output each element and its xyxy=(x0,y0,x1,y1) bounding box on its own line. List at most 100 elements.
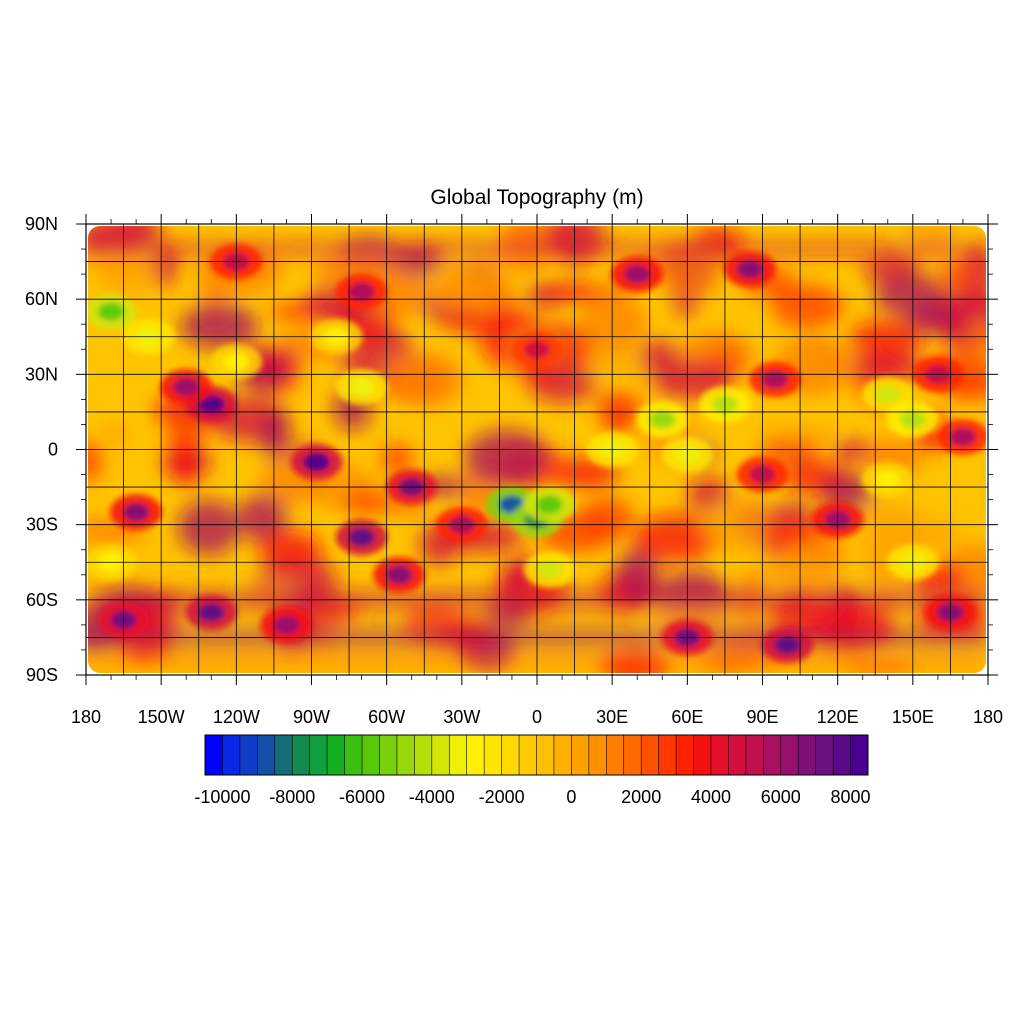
colorbar-box xyxy=(466,735,485,775)
colorbar-box xyxy=(274,735,293,775)
colorbar-box xyxy=(327,735,345,775)
terrain-feature xyxy=(198,395,225,414)
terrain-blob xyxy=(905,304,954,333)
colorbar-tick-label: 6000 xyxy=(761,787,801,807)
terrain-blob xyxy=(704,500,773,554)
colorbar-box xyxy=(606,735,625,775)
field-features xyxy=(88,243,986,663)
x-tick-label: 180 xyxy=(973,707,1003,727)
terrain-blob xyxy=(464,429,551,487)
terrain-blob xyxy=(847,356,929,378)
terrain-feature xyxy=(273,615,300,634)
x-tick-label: 150W xyxy=(138,707,185,727)
chart-title: Global Topography (m) xyxy=(430,186,643,209)
colorbar-box xyxy=(745,735,764,775)
x-tick-label: 120W xyxy=(213,707,260,727)
x-axis-tick-labels: 180 150W 120W 90W 60W 30W 0 30E 60E 90E 120E 150E 18… xyxy=(71,707,1003,727)
colorbar-box xyxy=(728,735,747,775)
terrain-blob xyxy=(258,530,322,568)
terrain-blob xyxy=(771,284,844,329)
terrain-blob xyxy=(238,493,288,542)
terrain-feature xyxy=(874,385,901,404)
terrain-feature xyxy=(536,495,563,514)
colorbar-box xyxy=(658,735,677,775)
terrain-feature xyxy=(736,260,763,279)
terrain-feature xyxy=(173,377,200,396)
x-tick-label: 180 xyxy=(71,707,101,727)
colorbar-box xyxy=(519,735,537,775)
terrain-feature xyxy=(98,302,125,321)
colorbar-box xyxy=(396,735,415,775)
colorbar-box xyxy=(449,735,468,775)
terrain-feature xyxy=(649,410,676,429)
terrain-blob xyxy=(100,421,130,446)
colorbar-box xyxy=(623,735,642,775)
x-tick-label: 90W xyxy=(293,707,330,727)
topography-field xyxy=(88,226,986,673)
x-tick-label: 120E xyxy=(817,707,859,727)
x-tick-label: 60W xyxy=(368,707,405,727)
terrain-feature xyxy=(762,370,789,389)
colorbar-tick-label: -10000 xyxy=(194,787,250,807)
colorbar-box xyxy=(536,735,555,775)
terrain-blob xyxy=(633,513,721,562)
y-tick-label: 30N xyxy=(25,364,58,384)
colorbar-box xyxy=(693,735,712,775)
colorbar-box xyxy=(815,735,834,775)
terrain-blob xyxy=(259,412,292,460)
y-tick-label: 90N xyxy=(25,214,58,234)
y-tick-label: 30S xyxy=(26,515,58,535)
terrain-blob xyxy=(595,391,643,422)
colorbar-tick-label: -2000 xyxy=(479,787,525,807)
colorbar-box xyxy=(292,735,310,775)
terrain-feature xyxy=(348,528,375,547)
colorbar-box xyxy=(553,735,572,775)
terrain-blob xyxy=(967,317,986,344)
colorbar-box xyxy=(710,735,729,775)
terrain-feature xyxy=(386,565,413,584)
y-tick-label: 90S xyxy=(26,665,58,685)
terrain-feature xyxy=(348,377,375,396)
terrain-blob xyxy=(832,439,876,463)
terrain-blob xyxy=(764,513,817,548)
terrain-blob xyxy=(88,440,103,483)
colorbar-box xyxy=(676,735,694,775)
colorbar-box xyxy=(484,735,502,775)
terrain-blob xyxy=(848,319,924,362)
terrain-blob xyxy=(171,442,201,487)
terrain-feature xyxy=(348,282,375,301)
terrain-blob xyxy=(180,303,259,350)
x-tick-label: 0 xyxy=(532,707,542,727)
colorbar-box xyxy=(205,735,223,775)
colorbar-box xyxy=(641,735,659,775)
terrain-blob xyxy=(687,477,731,513)
colorbar-tick-label: -8000 xyxy=(269,787,315,807)
colorbar-box xyxy=(257,735,276,775)
terrain-feature xyxy=(198,603,225,622)
x-tick-label: 150E xyxy=(892,707,934,727)
colorbar-tick-label: 4000 xyxy=(691,787,731,807)
x-tick-label: 30W xyxy=(443,707,480,727)
y-tick-label: 60N xyxy=(25,289,58,309)
colorbar-tick-label: 0 xyxy=(566,787,576,807)
gridlines xyxy=(86,224,988,675)
colorbar xyxy=(204,734,869,776)
colorbar-tick-label: -4000 xyxy=(409,787,455,807)
terrain-feature xyxy=(874,470,901,489)
colorbar-box xyxy=(431,735,450,775)
colorbar-box xyxy=(833,735,851,775)
x-tick-label: 90E xyxy=(746,707,778,727)
x-tick-label: 30E xyxy=(596,707,628,727)
y-tick-label: 0 xyxy=(48,440,58,460)
y-tick-label: 60S xyxy=(26,590,58,610)
colorbar-box xyxy=(222,735,241,775)
plot-area xyxy=(86,224,988,675)
terrain-blob xyxy=(759,558,793,589)
colorbar-tick-label: 2000 xyxy=(621,787,661,807)
colorbar-box xyxy=(571,735,590,775)
colorbar-box xyxy=(379,735,398,775)
terrain-blob xyxy=(341,490,395,515)
colorbar-box xyxy=(780,735,799,775)
terrain-feature xyxy=(624,265,651,284)
